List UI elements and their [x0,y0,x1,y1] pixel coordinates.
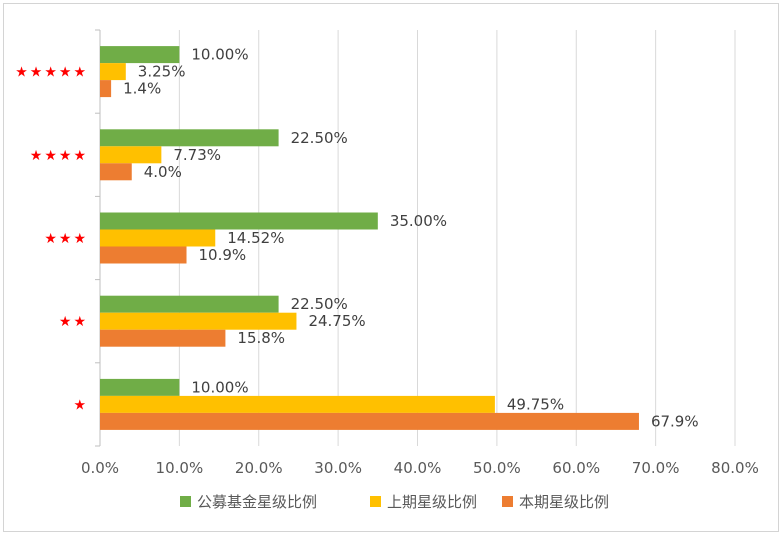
x-tick-label: 30.0% [314,459,362,477]
category-label: ★★★★★ [15,65,88,81]
data-label: 10.00% [191,378,248,396]
bar [100,80,112,98]
bar [100,246,187,264]
x-tick-label: 70.0% [632,459,680,477]
data-label: 3.25% [138,63,186,81]
legend-label: 本期星级比例 [519,493,609,511]
data-label: 15.8% [237,329,285,347]
x-tick-label: 50.0% [473,459,521,477]
bar [100,229,216,247]
legend-swatch [180,496,191,507]
bar [100,329,226,347]
data-label: 49.75% [507,395,564,413]
category-label: ★★ [59,314,88,330]
bar [100,129,279,147]
legend-swatch [370,496,381,507]
bar [100,312,297,330]
bar [100,412,639,430]
data-label: 1.4% [123,80,161,98]
bar [100,46,180,64]
bar [100,63,126,81]
data-label: 4.0% [144,163,182,181]
data-label: 7.73% [173,146,221,164]
x-tick-label: 80.0% [711,459,759,477]
legend-label: 公募基金星级比例 [197,493,317,511]
data-label: 24.75% [308,312,365,330]
x-tick-label: 10.0% [156,459,204,477]
x-tick-label: 40.0% [394,459,442,477]
data-label: 22.50% [291,129,348,147]
x-tick-label: 60.0% [552,459,600,477]
category-label: ★★★★ [30,148,88,164]
legend-swatch [502,496,513,507]
category-label: ★★★ [44,231,88,247]
bar [100,395,495,413]
bar [100,146,162,164]
category-label: ★ [73,397,88,413]
bar [100,295,279,313]
bar [100,163,132,181]
bar [100,212,378,230]
x-tick-label: 0.0% [81,459,119,477]
data-label: 10.9% [199,246,247,264]
data-label: 67.9% [651,412,699,430]
legend-label: 上期星级比例 [387,493,477,511]
x-tick-label: 20.0% [235,459,283,477]
bar [100,378,180,396]
chart-frame [3,3,779,532]
data-label: 14.52% [227,229,284,247]
data-label: 22.50% [291,295,348,313]
data-label: 10.00% [191,46,248,64]
data-label: 35.00% [390,212,447,230]
